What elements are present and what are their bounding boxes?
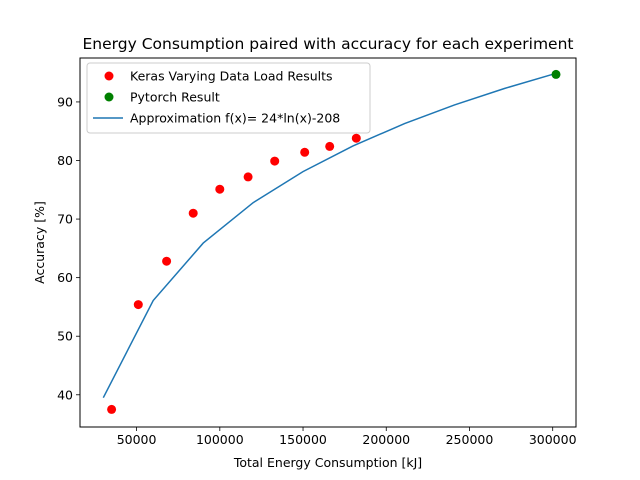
data-point-keras xyxy=(215,185,224,194)
data-point-keras xyxy=(134,300,143,309)
legend: Keras Varying Data Load Results Pytorch … xyxy=(87,63,370,133)
y-tick-label: 70 xyxy=(57,212,73,227)
y-tick-label: 40 xyxy=(57,387,73,402)
legend-marker-pytorch xyxy=(105,93,114,102)
data-point-keras xyxy=(162,257,171,266)
x-tick-label: 200000 xyxy=(362,432,410,447)
data-point-keras xyxy=(325,142,334,151)
y-tick-label: 80 xyxy=(57,153,73,168)
data-point-keras xyxy=(189,209,198,218)
y-tick-label: 50 xyxy=(57,329,73,344)
y-tick-label: 60 xyxy=(57,270,73,285)
chart-title: Energy Consumption paired with accuracy … xyxy=(83,35,574,53)
x-axis-label: Total Energy Consumption [kJ] xyxy=(233,455,422,470)
legend-marker-keras xyxy=(105,72,114,81)
legend-label-approximation: Approximation f(x)= 24*ln(x)-208 xyxy=(130,111,340,126)
x-tick-label: 300000 xyxy=(529,432,577,447)
x-tick-label: 150000 xyxy=(279,432,327,447)
data-point-keras xyxy=(300,148,309,157)
data-point-keras xyxy=(244,172,253,181)
y-axis-label: Accuracy [%] xyxy=(32,201,47,284)
data-point-keras xyxy=(352,134,361,143)
x-tick-label: 250000 xyxy=(446,432,494,447)
y-tick-label: 90 xyxy=(57,94,73,109)
x-tick-label: 100000 xyxy=(196,432,244,447)
data-point-keras xyxy=(107,405,116,414)
legend-label-keras: Keras Varying Data Load Results xyxy=(130,69,333,84)
legend-label-pytorch: Pytorch Result xyxy=(130,90,220,105)
data-point-pytorch xyxy=(552,70,561,79)
x-tick-label: 50000 xyxy=(117,432,157,447)
data-point-keras xyxy=(270,157,279,166)
